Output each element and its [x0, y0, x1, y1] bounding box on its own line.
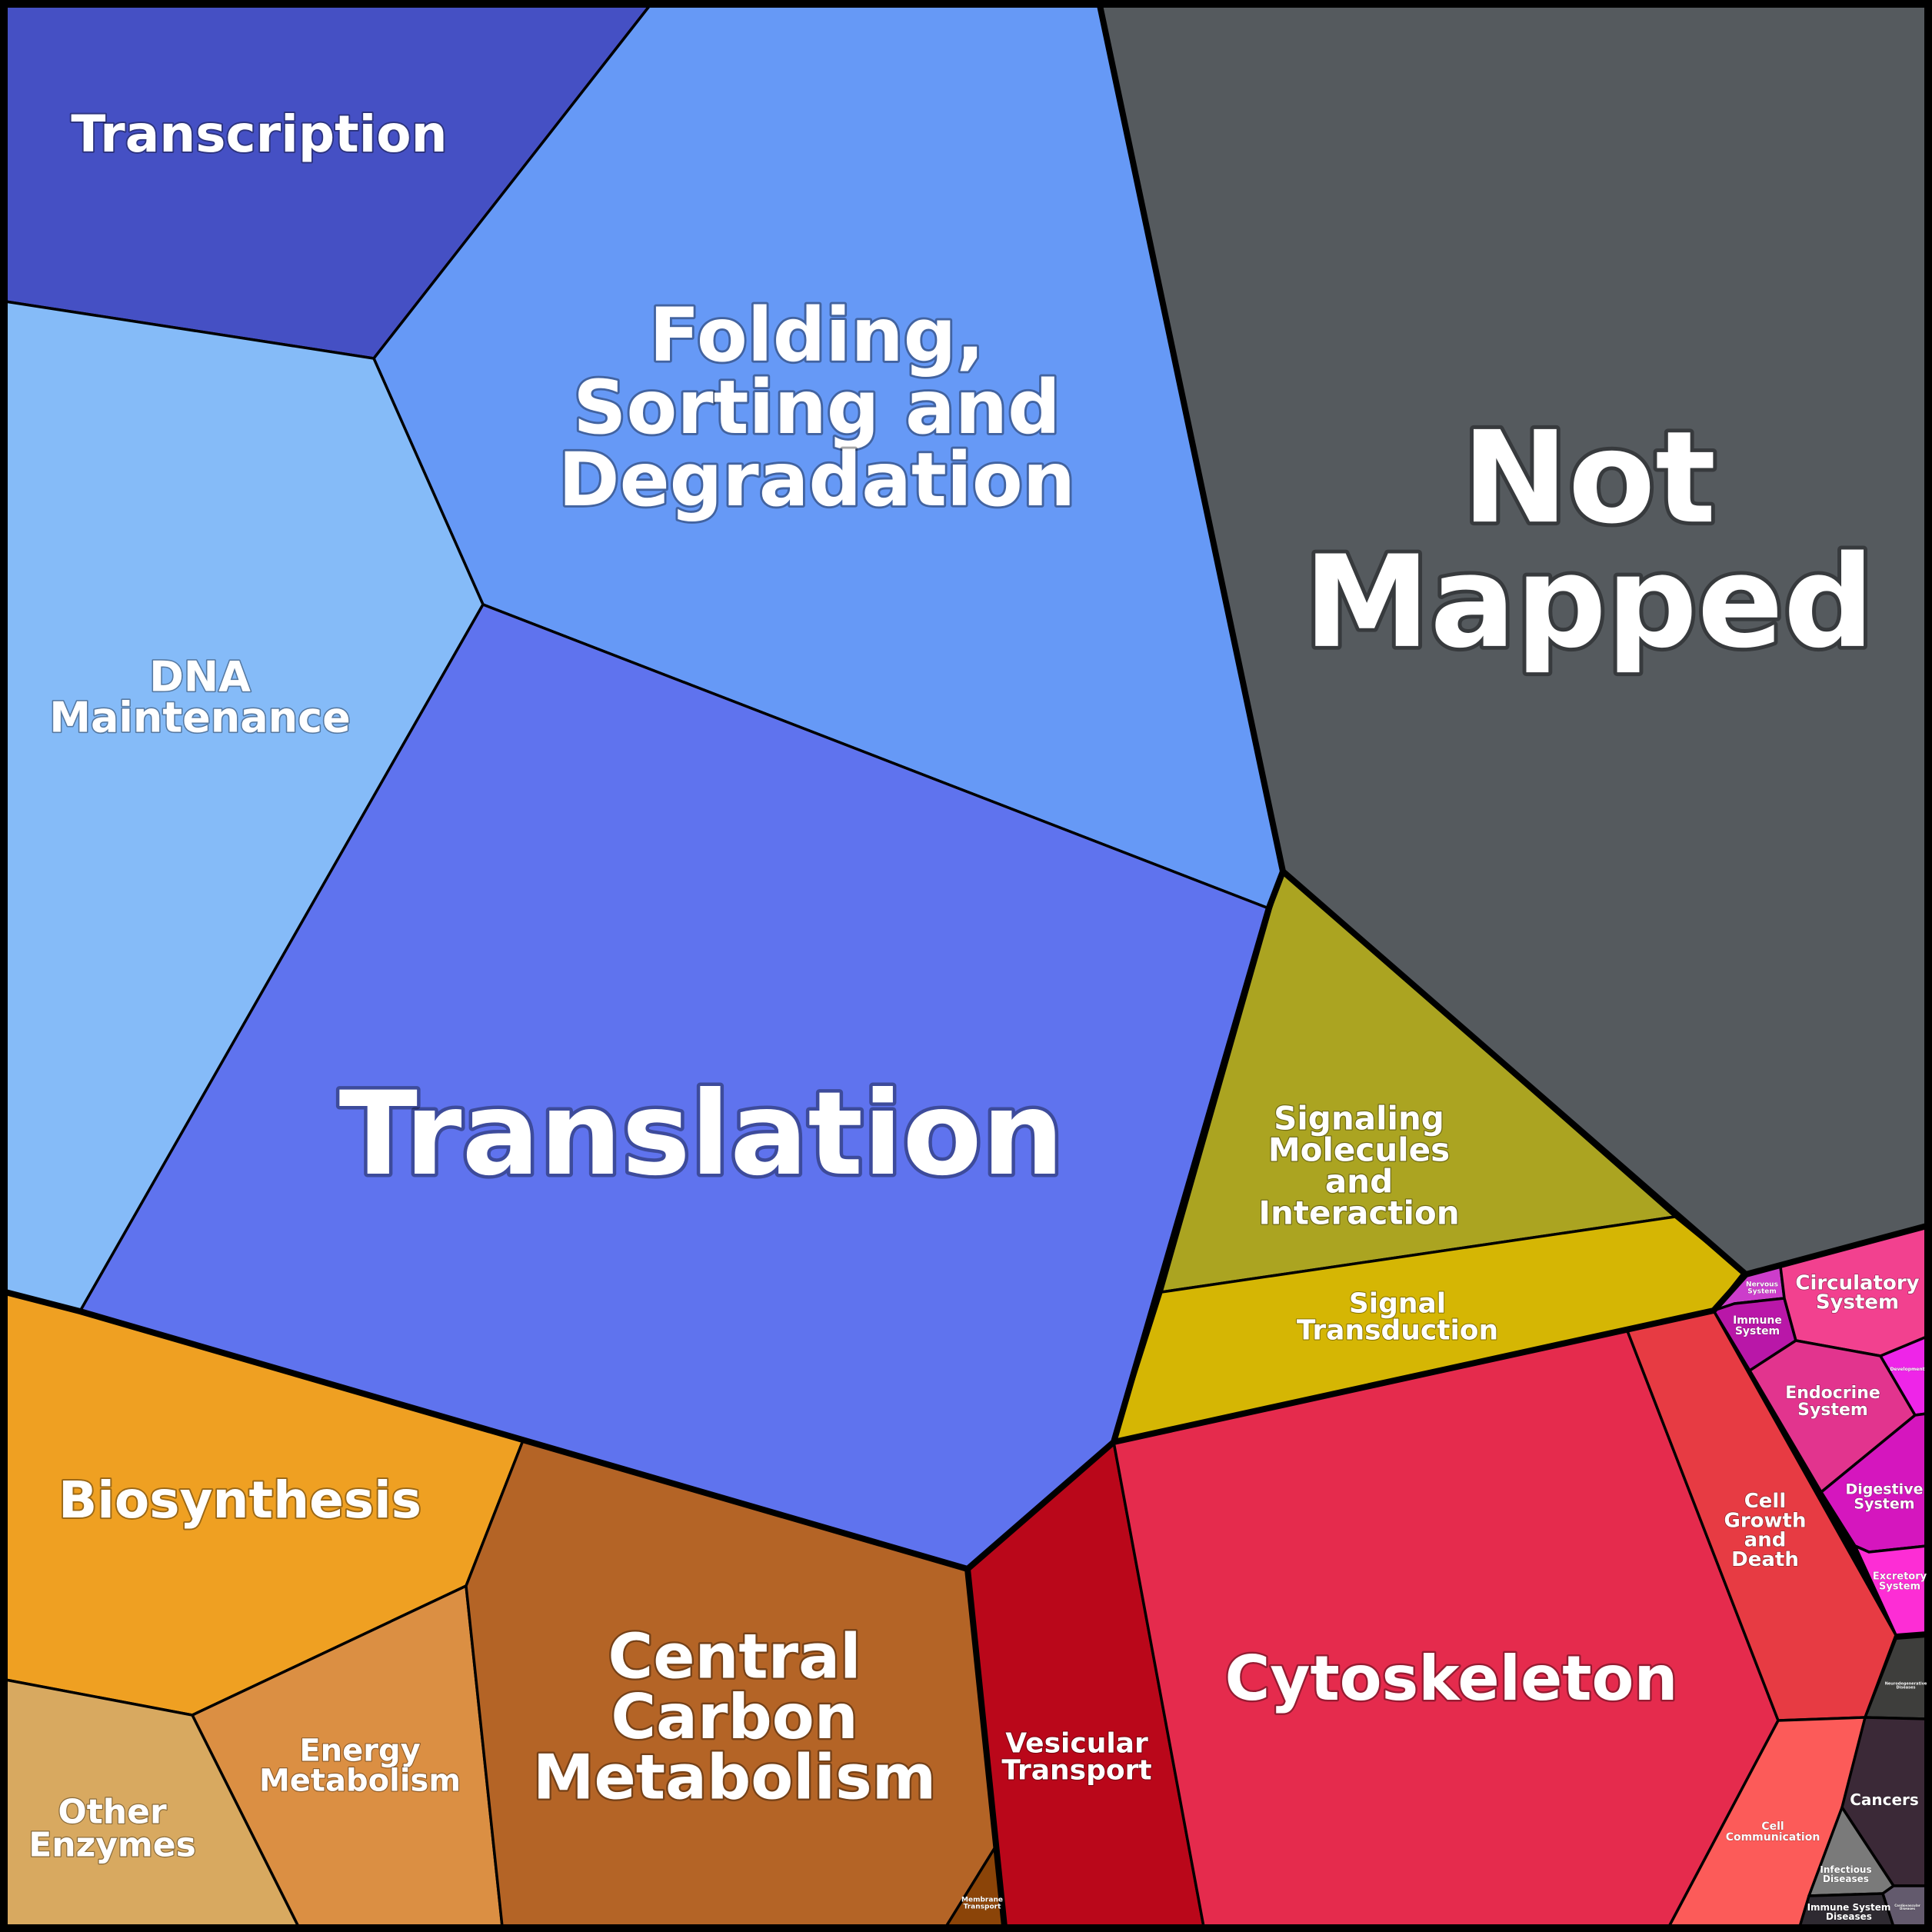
label-signaling-molecules-line: Signaling — [1274, 1099, 1444, 1137]
label-immune-system-diseases-line: Immune System — [1807, 1902, 1891, 1913]
label-translation: Translation — [339, 1068, 1064, 1201]
label-energy-metabolism-line: Energy — [299, 1733, 420, 1768]
label-other-enzymes-line: Other — [58, 1792, 167, 1831]
label-membrane-transport: Membrane Transport — [961, 1897, 1003, 1911]
label-circulatory-system: Circulatory System — [1795, 1271, 1919, 1314]
group-border-genetic-environmental — [5, 870, 1286, 1572]
label-neurodegenerative-line: Diseases — [1897, 1685, 1916, 1690]
label-membrane-transport-line: Membrane — [961, 1897, 1003, 1904]
label-dna-maintenance: DNA Maintenance — [49, 652, 351, 741]
label-immune-system-diseases-line: Diseases — [1826, 1911, 1872, 1922]
label-biosynthesis: Biosynthesis — [58, 1471, 421, 1530]
label-cell-growth-line: and — [1744, 1529, 1787, 1552]
label-digestive-system: Digestive System — [1846, 1481, 1924, 1513]
label-infectious-diseases-line: Infectious — [1820, 1864, 1871, 1875]
label-other-enzymes-line: Enzymes — [28, 1825, 196, 1864]
label-folding-line: Folding, — [649, 292, 984, 378]
label-central-carbon-line: Metabolism — [533, 1741, 936, 1813]
label-neurodegenerative-line: Neurodegenerative — [1885, 1682, 1927, 1687]
label-neurodegenerative: Neurodegenerative Diseases — [1885, 1682, 1927, 1690]
label-vesicular-transport: Vesicular Transport — [1001, 1727, 1151, 1786]
label-endocrine-system-line: System — [1797, 1400, 1868, 1419]
label-signal-transduction: Signal Transduction — [1297, 1287, 1498, 1346]
label-signal-transduction-line: Signal — [1349, 1287, 1446, 1319]
label-circulatory-system-line: System — [1816, 1291, 1899, 1314]
label-digestive-system-line: Digestive — [1846, 1481, 1924, 1498]
label-transcription-line: Transcription — [71, 105, 447, 164]
label-cytoskeleton: Cytoskeleton — [1225, 1643, 1678, 1714]
label-other-enzymes: Other Enzymes — [28, 1792, 196, 1864]
label-immune-system-line: Immune — [1733, 1314, 1782, 1327]
group-border-environmental-cellular — [1113, 1272, 1748, 1445]
label-cardiovascular: Cardiovascular Diseases — [1894, 1904, 1920, 1910]
label-cardiovascular-line: Cardiovascular — [1894, 1904, 1920, 1907]
label-immune-system: Immune System — [1733, 1314, 1782, 1337]
label-infectious-diseases-line: Diseases — [1823, 1874, 1869, 1884]
label-not-mapped-line: Mapped — [1304, 528, 1874, 676]
label-folding: Folding, Sorting and Degradation — [558, 292, 1075, 523]
label-development-line: Development — [1890, 1367, 1925, 1372]
label-signaling-molecules-line: and — [1325, 1162, 1393, 1200]
label-translation-line: Translation — [339, 1068, 1064, 1201]
label-nervous-system-line: Nervous — [1746, 1281, 1778, 1289]
label-not-mapped-line: Not — [1462, 404, 1716, 551]
label-digestive-system-line: System — [1854, 1495, 1914, 1512]
label-cell-growth: Cell Growth and Death — [1724, 1490, 1807, 1571]
label-folding-line: Degradation — [558, 437, 1075, 523]
label-dna-maintenance-line: DNA — [149, 652, 251, 701]
label-endocrine-system-line: Endocrine — [1785, 1384, 1880, 1403]
label-excretory-system-line: System — [1879, 1581, 1920, 1592]
label-signaling-molecules-line: Molecules — [1268, 1131, 1450, 1168]
label-signaling-molecules: Signaling Molecules and Interaction — [1258, 1099, 1459, 1231]
label-cancers-line: Cancers — [1850, 1790, 1919, 1809]
label-cell-communication-line: Communication — [1726, 1831, 1820, 1844]
label-biosynthesis-line: Biosynthesis — [58, 1471, 421, 1530]
label-cardiovascular-line: Diseases — [1900, 1906, 1916, 1910]
label-membrane-transport-line: Transport — [964, 1903, 1001, 1910]
label-immune-system-diseases: Immune System Diseases — [1807, 1902, 1891, 1922]
label-cytoskeleton-line: Cytoskeleton — [1225, 1643, 1678, 1714]
label-vesicular-transport-line: Transport — [1001, 1754, 1151, 1786]
label-energy-metabolism: Energy Metabolism — [259, 1733, 461, 1798]
label-nervous-system: Nervous System — [1746, 1281, 1778, 1296]
label-nervous-system-line: System — [1747, 1287, 1777, 1295]
group-border-organismal-disease — [1896, 1631, 1927, 1640]
label-energy-metabolism-line: Metabolism — [259, 1764, 461, 1799]
label-vesicular-transport-line: Vesicular — [1005, 1727, 1148, 1759]
label-infectious-diseases: Infectious Diseases — [1820, 1864, 1871, 1884]
label-endocrine-system: Endocrine System — [1785, 1384, 1880, 1420]
label-cell-communication: Cell Communication — [1726, 1820, 1820, 1844]
label-cancers: Cancers — [1850, 1790, 1919, 1809]
label-central-carbon-line: Central — [608, 1621, 861, 1692]
label-dna-maintenance-line: Maintenance — [49, 693, 351, 741]
label-development: Development — [1890, 1367, 1925, 1372]
label-transcription: Transcription — [71, 105, 447, 164]
label-signaling-molecules-line: Interaction — [1258, 1194, 1459, 1231]
label-not-mapped: Not Mapped — [1304, 404, 1874, 676]
label-central-carbon: Central Carbon Metabolism — [533, 1621, 936, 1813]
label-signal-transduction-line: Transduction — [1297, 1314, 1498, 1346]
label-immune-system-line: System — [1735, 1325, 1780, 1337]
group-border-not-mapped — [1097, 5, 1928, 1277]
label-folding-line: Sorting and — [573, 365, 1061, 451]
label-cell-communication-line: Cell — [1761, 1820, 1784, 1833]
label-excretory-system: Excretory System — [1873, 1571, 1927, 1592]
label-excretory-system-line: Excretory — [1873, 1571, 1927, 1582]
group-border-metabolism-cellular — [964, 1568, 1008, 1927]
label-circulatory-system-line: Circulatory — [1795, 1271, 1919, 1294]
label-cell-growth-line: Death — [1731, 1548, 1799, 1571]
label-cell-growth-line: Growth — [1724, 1509, 1807, 1532]
label-central-carbon-line: Carbon — [611, 1681, 858, 1753]
label-cell-growth-line: Cell — [1744, 1490, 1787, 1513]
